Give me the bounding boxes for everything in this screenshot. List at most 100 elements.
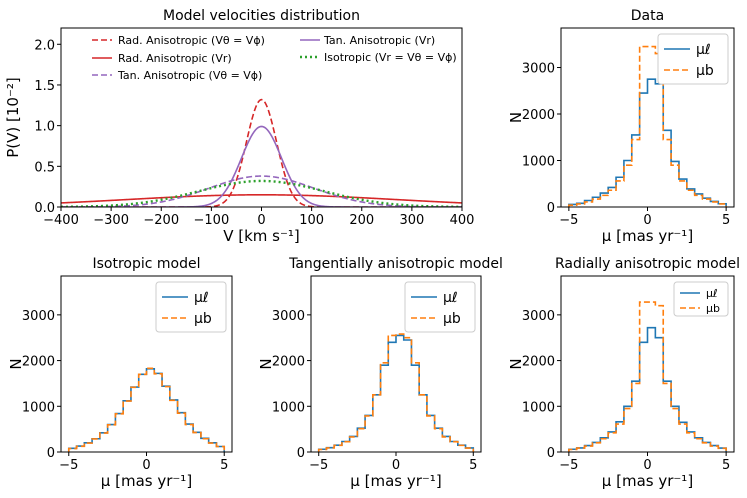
y-tick-label: 2000	[272, 355, 305, 370]
chart-title: Model velocities distribution	[163, 8, 360, 24]
histogram-bin	[411, 363, 419, 452]
y-tick-label: 1.5	[34, 79, 55, 94]
histogram-bin	[216, 447, 224, 452]
histogram-bin	[115, 414, 123, 452]
histogram-bin	[100, 433, 108, 452]
histogram-bin	[178, 413, 186, 452]
histogram-bin	[357, 429, 365, 452]
histogram-bin	[185, 425, 193, 452]
histogram-bin	[608, 433, 616, 452]
histogram-bin	[350, 437, 358, 452]
histogram-bin	[671, 409, 679, 452]
histogram-bin	[147, 368, 155, 452]
histogram-bin	[342, 441, 350, 452]
histogram-bin	[123, 401, 131, 452]
histogram-bin	[193, 433, 201, 452]
y-tick-label: 3000	[272, 309, 305, 324]
x-tick-label: 100	[299, 213, 324, 228]
histogram-bin	[648, 328, 656, 452]
histogram-bin	[170, 400, 178, 452]
histogram-bin	[162, 387, 170, 452]
y-axis-label: N	[507, 358, 525, 369]
histogram-bin	[663, 130, 671, 207]
y-tick-label: 3000	[22, 309, 55, 324]
legend-box	[657, 33, 729, 85]
y-tick-label: 0	[297, 446, 305, 461]
chart-tan: Tangentially anisotropic model −5 0 5 0 1000 2…	[257, 256, 503, 490]
histogram-bin	[381, 365, 389, 452]
y-tick-label: 3000	[522, 309, 555, 324]
histogram-bin	[640, 47, 648, 207]
y-axis-label: N	[7, 358, 25, 369]
histogram-bin	[442, 437, 450, 452]
histogram-bin	[703, 442, 711, 452]
histogram-bin	[655, 84, 663, 207]
chart-title: Radially anisotropic model	[555, 256, 740, 272]
histogram-bin	[139, 374, 147, 452]
histogram-bin	[695, 195, 703, 207]
histogram-bin	[404, 340, 412, 452]
x-tick-label: 0	[142, 458, 150, 473]
x-tick-label: 300	[399, 213, 424, 228]
y-axis-label: N	[507, 112, 525, 123]
legend-label: Tan. Anisotropic (Vθ = Vϕ)	[117, 69, 262, 82]
histogram-bin	[655, 338, 663, 452]
x-tick-label: −200	[143, 213, 179, 228]
histogram-step-line	[67, 367, 226, 452]
legend-label: μb	[706, 302, 720, 315]
x-tick-label: 5	[220, 458, 228, 473]
histogram-step-line	[317, 333, 475, 452]
histogram-step-line	[568, 301, 727, 452]
y-tick-label: 1.0	[34, 120, 55, 135]
x-tick-label: 400	[450, 213, 475, 228]
histogram-bin	[624, 406, 632, 452]
axes-frame	[60, 275, 233, 453]
legend-label: μb	[696, 63, 714, 79]
histogram-bin	[600, 438, 608, 452]
histogram-bin	[710, 446, 718, 452]
chart-data: Data −5 0 5 0 1000 2000 3000 μ [mas yr⁻¹] Nμℓ μb	[507, 8, 735, 245]
histogram-bin	[703, 199, 711, 207]
histogram-bin	[185, 424, 193, 452]
histogram-bin	[703, 443, 711, 452]
histogram-step-line	[568, 326, 727, 452]
histogram-bin	[592, 442, 600, 452]
plot-area	[317, 333, 475, 452]
x-tick-label: −5	[559, 458, 578, 473]
histogram-bin	[442, 436, 450, 452]
legend-label: μℓ	[696, 42, 711, 58]
series-line	[61, 125, 462, 207]
histogram-bin	[687, 432, 695, 452]
histogram-bin	[687, 190, 695, 207]
histogram-bin	[209, 443, 217, 452]
histogram-bin	[427, 416, 435, 452]
chart-title: Data	[631, 8, 664, 24]
histogram-bin	[84, 443, 92, 452]
y-tick-label: 0	[47, 446, 55, 461]
histogram-bin	[209, 443, 217, 452]
x-tick-label: 200	[349, 213, 374, 228]
histogram-bin	[624, 165, 632, 207]
x-axis-label: μ [mas yr⁻¹]	[602, 227, 693, 245]
legend-label: Rad. Anisotropic (Vr)	[118, 52, 232, 65]
histogram-bin	[334, 445, 342, 452]
plot-area	[67, 367, 226, 452]
x-axis-label: μ [mas yr⁻¹]	[602, 472, 693, 490]
histogram-bin	[139, 374, 147, 452]
histogram-bin	[624, 161, 632, 207]
axes-frame	[560, 27, 735, 208]
chart-title: Isotropic model	[92, 256, 200, 272]
histogram-bin	[388, 342, 396, 452]
histogram-bin	[123, 401, 131, 452]
histogram-bin	[365, 415, 373, 452]
axes-frame	[60, 27, 463, 208]
histogram-bin	[616, 422, 624, 452]
histogram-bin	[381, 363, 389, 452]
histogram-bin	[671, 165, 679, 207]
histogram-bin	[624, 409, 632, 452]
histogram-bin	[342, 442, 350, 452]
y-tick-label: 1000	[522, 155, 555, 170]
histogram-bin	[592, 443, 600, 452]
x-tick-label: −5	[59, 458, 78, 473]
